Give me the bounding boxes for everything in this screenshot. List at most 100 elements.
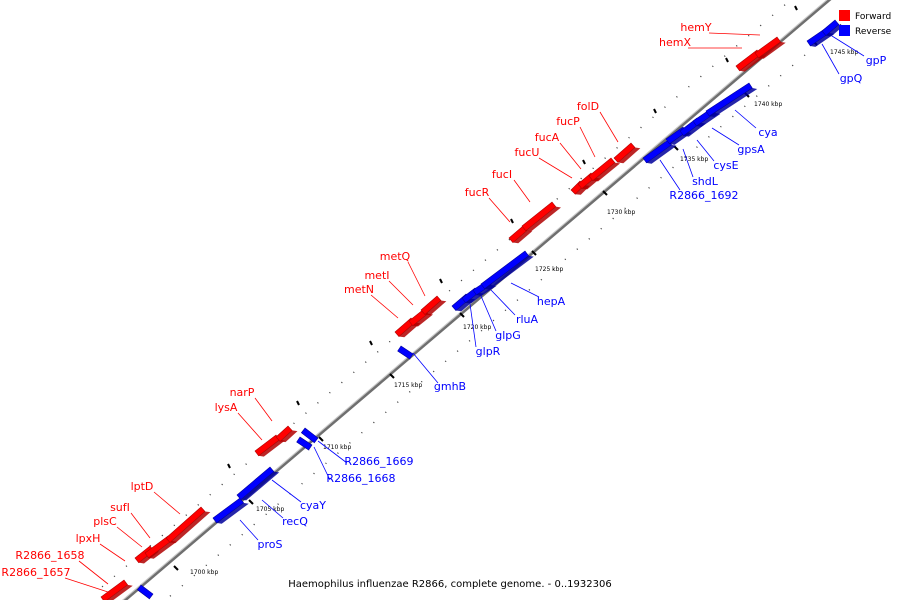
reverse-gene-label-pros: proS	[258, 538, 283, 551]
minor-tick-mark	[508, 238, 511, 241]
legend-reverse-label: Reverse	[855, 27, 892, 37]
scale-tick-label: 1720 kbp	[463, 324, 491, 331]
minor-tick-mark	[432, 370, 435, 373]
minor-tick-mark	[361, 431, 363, 434]
minor-tick-mark	[372, 421, 375, 424]
minor-tick-mark	[791, 64, 794, 67]
forward-gene-feature	[754, 36, 786, 59]
leader-line	[682, 148, 694, 178]
scale-tick-mark	[296, 400, 300, 406]
minor-tick-mark	[456, 350, 459, 352]
minor-tick-mark	[568, 187, 571, 190]
scale-tick-label: 1730 kbp	[607, 209, 635, 216]
forward-gene-feature	[100, 579, 133, 600]
scale-tick-mark	[725, 57, 729, 63]
forward-gene-label-fuci: fucI	[492, 168, 512, 181]
scale-tick-mark	[227, 463, 231, 469]
minor-tick-mark	[767, 85, 770, 87]
leader-line	[579, 126, 596, 158]
leader-line	[821, 43, 840, 75]
minor-tick-mark	[735, 45, 738, 47]
minor-tick-mark	[173, 524, 176, 527]
forward-gene-label-fuca: fucA	[535, 131, 560, 144]
minor-tick-mark	[528, 289, 531, 291]
minor-tick-mark	[600, 227, 603, 230]
minor-tick-mark	[277, 503, 279, 505]
leader-line	[559, 142, 582, 170]
scale-tick-label: 1705 kbp	[256, 506, 284, 513]
legend: Forward Reverse	[839, 10, 892, 37]
scale-tick-label: 1745 kbp	[830, 49, 858, 56]
minor-tick-mark	[759, 24, 762, 27]
minor-tick-mark	[516, 299, 519, 301]
reverse-gene-feature	[296, 436, 313, 451]
minor-tick-mark	[352, 371, 355, 374]
reverse-gene-feature	[642, 139, 677, 164]
minor-tick-mark	[241, 533, 244, 536]
reverse-gene-feature	[236, 466, 280, 501]
minor-tick-mark	[265, 513, 267, 516]
minor-tick-mark	[448, 289, 451, 292]
leader-line	[99, 543, 126, 562]
minor-tick-mark	[783, 4, 786, 6]
forward-gene-label-lptd: lptD	[131, 480, 154, 493]
minor-tick-mark	[588, 238, 591, 240]
minor-tick-mark	[468, 340, 471, 342]
minor-tick-mark	[364, 361, 367, 363]
minor-tick-mark	[193, 574, 196, 577]
reverse-gene-label-glpr: glpR	[476, 345, 501, 358]
minor-tick-mark	[604, 157, 606, 159]
leader-line	[488, 197, 511, 223]
minor-tick-mark	[293, 422, 295, 425]
minor-tick-mark	[325, 462, 327, 465]
minor-tick-mark	[652, 116, 654, 119]
leader-line	[538, 157, 573, 179]
minor-tick-mark	[376, 351, 379, 353]
leader-line	[388, 280, 414, 306]
minor-tick-mark	[484, 259, 487, 261]
minor-tick-mark	[217, 554, 220, 556]
forward-gene-label-metq: metQ	[380, 250, 411, 263]
minor-tick-mark	[664, 106, 666, 108]
reverse-gene-feature	[212, 497, 249, 524]
forward-gene-label-lpxh: lpxH	[76, 532, 101, 545]
reverse-gene-label-r2866-1669: R2866_1669	[344, 455, 413, 468]
scale-tick-label: 1740 kbp	[754, 101, 782, 108]
scale-tick-mark	[318, 436, 324, 442]
minor-tick-mark	[540, 278, 543, 281]
minor-tick-mark	[747, 34, 750, 37]
reverse-gene-label-glpg: glpG	[495, 329, 521, 342]
scale-tick-mark	[248, 499, 254, 505]
leader-line	[412, 352, 439, 384]
reverse-gene-label-rlua: rluA	[516, 313, 539, 326]
minor-tick-mark	[125, 565, 128, 567]
leader-line	[734, 109, 757, 129]
minor-tick-mark	[612, 217, 615, 220]
minor-tick-mark	[672, 166, 674, 169]
scale-tick-mark	[369, 340, 373, 346]
minor-tick-mark	[185, 514, 188, 516]
reverse-gene-label-gmhb: gmhB	[434, 380, 466, 393]
scale-tick-label: 1715 kbp	[394, 382, 422, 389]
minor-tick-mark	[771, 14, 774, 17]
reverse-gene-label-cyay: cyaY	[300, 499, 326, 512]
forward-gene-label-hemx: hemX	[659, 36, 691, 49]
scale-tick-mark	[389, 373, 395, 379]
reverse-gene-feature	[480, 250, 534, 290]
minor-tick-mark	[779, 74, 782, 77]
minor-tick-mark	[688, 85, 690, 88]
map-caption: Haemophilus influenzae R2866, complete g…	[288, 579, 611, 590]
scale-tick-mark	[794, 5, 798, 11]
minor-tick-mark	[624, 207, 626, 210]
minor-tick-mark	[209, 493, 212, 496]
forward-gene-label-fucu: fucU	[515, 146, 540, 159]
reverse-gene-label-cyse: cysE	[713, 159, 738, 172]
minor-tick-mark	[113, 575, 116, 578]
leader-line	[708, 32, 761, 36]
minor-tick-mark	[337, 452, 339, 454]
scale-ticks: 1700 kbp 1705 kbp 1710 kbp 1715 kbp 1720 kbp…	[173, 5, 858, 576]
leader-line	[490, 289, 516, 316]
leader-line	[510, 282, 540, 298]
legend-reverse-swatch	[839, 25, 850, 36]
